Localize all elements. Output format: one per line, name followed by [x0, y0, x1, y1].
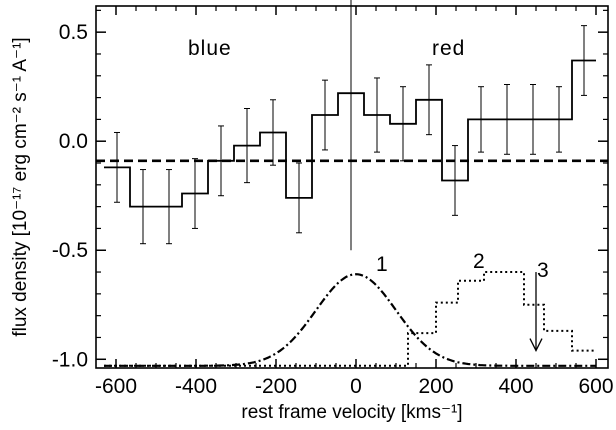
y-tick-label: 0.5 — [59, 21, 88, 44]
x-tick-label: -600 — [95, 375, 137, 398]
gaussian-dashdot-curve — [104, 273, 596, 367]
x-tick-label: 200 — [418, 375, 453, 398]
x-tick-label: 600 — [578, 375, 613, 398]
blue-label: blue — [188, 37, 232, 60]
component-1-label: 1 — [376, 253, 389, 276]
arrow-head — [529, 338, 543, 353]
component-3-label: 3 — [537, 259, 550, 282]
y-tick-label: -1.0 — [52, 348, 88, 371]
y-axis-title: flux density [10⁻¹⁷ erg cm⁻² s⁻¹ A⁻¹] — [10, 37, 31, 336]
x-axis-title: rest frame velocity [kms⁻¹] — [241, 402, 462, 423]
y-tick-label: 0.0 — [59, 130, 88, 153]
dotted-histogram — [104, 271, 596, 367]
x-tick-label: 400 — [498, 375, 533, 398]
flux-histogram — [104, 59, 596, 208]
plot-frame — [95, 5, 609, 369]
red-label: red — [432, 37, 465, 60]
y-tick-label: -0.5 — [52, 239, 88, 262]
component-2-label: 2 — [473, 250, 486, 273]
x-tick-label: -200 — [255, 375, 297, 398]
x-tick-label: -400 — [175, 375, 217, 398]
x-tick-label: 0 — [350, 375, 362, 398]
